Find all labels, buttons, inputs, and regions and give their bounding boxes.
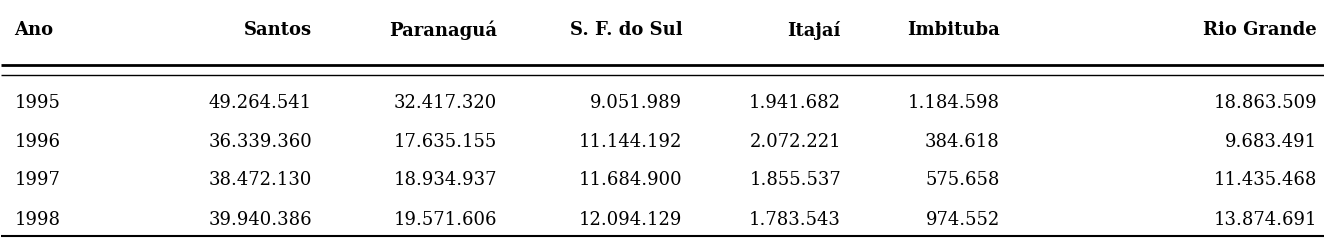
Text: 9.683.491: 9.683.491 bbox=[1224, 133, 1317, 151]
Text: 575.658: 575.658 bbox=[925, 171, 999, 189]
Text: 11.144.192: 11.144.192 bbox=[579, 133, 682, 151]
Text: 974.552: 974.552 bbox=[925, 211, 999, 229]
Text: 2.072.221: 2.072.221 bbox=[750, 133, 841, 151]
Text: 38.472.130: 38.472.130 bbox=[209, 171, 313, 189]
Text: 1998: 1998 bbox=[15, 211, 61, 229]
Text: 1.783.543: 1.783.543 bbox=[749, 211, 841, 229]
Text: 36.339.360: 36.339.360 bbox=[208, 133, 313, 151]
Text: Rio Grande: Rio Grande bbox=[1203, 21, 1317, 39]
Text: 1997: 1997 bbox=[15, 171, 61, 189]
Text: Santos: Santos bbox=[244, 21, 313, 39]
Text: 9.051.989: 9.051.989 bbox=[590, 95, 682, 113]
Text: Paranaguá: Paranaguá bbox=[390, 20, 497, 40]
Text: Imbituba: Imbituba bbox=[906, 21, 999, 39]
Text: 11.435.468: 11.435.468 bbox=[1214, 171, 1317, 189]
Text: 11.684.900: 11.684.900 bbox=[579, 171, 682, 189]
Text: 12.094.129: 12.094.129 bbox=[579, 211, 682, 229]
Text: 39.940.386: 39.940.386 bbox=[208, 211, 313, 229]
Text: 32.417.320: 32.417.320 bbox=[394, 95, 497, 113]
Text: 1.855.537: 1.855.537 bbox=[749, 171, 841, 189]
Text: 1995: 1995 bbox=[15, 95, 61, 113]
Text: 1.941.682: 1.941.682 bbox=[749, 95, 841, 113]
Text: Ano: Ano bbox=[15, 21, 54, 39]
Text: 17.635.155: 17.635.155 bbox=[394, 133, 497, 151]
Text: 18.934.937: 18.934.937 bbox=[394, 171, 497, 189]
Text: 384.618: 384.618 bbox=[925, 133, 999, 151]
Text: 19.571.606: 19.571.606 bbox=[394, 211, 497, 229]
Text: 1.184.598: 1.184.598 bbox=[908, 95, 999, 113]
Text: 1996: 1996 bbox=[15, 133, 61, 151]
Text: Itajaí: Itajaí bbox=[787, 21, 841, 40]
Text: 49.264.541: 49.264.541 bbox=[209, 95, 313, 113]
Text: 18.863.509: 18.863.509 bbox=[1214, 95, 1317, 113]
Text: 13.874.691: 13.874.691 bbox=[1214, 211, 1317, 229]
Text: S. F. do Sul: S. F. do Sul bbox=[570, 21, 682, 39]
